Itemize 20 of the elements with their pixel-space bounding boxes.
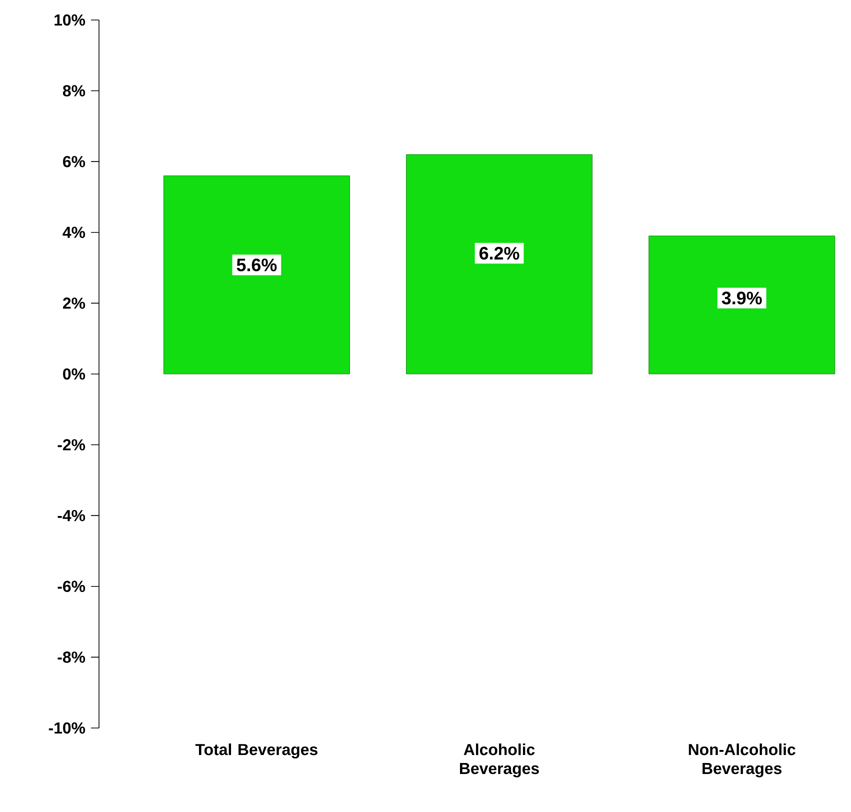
bar xyxy=(406,154,592,374)
y-tick-label: 6% xyxy=(63,156,86,168)
y-tick-label: 10% xyxy=(54,14,86,26)
data-label: 5.6% xyxy=(236,258,277,272)
y-tick-label: 2% xyxy=(62,298,86,309)
data-label: 3.9% xyxy=(722,292,762,304)
y-tick-label: -8% xyxy=(58,652,86,663)
y-tick-label: 4% xyxy=(62,226,86,238)
y-tick-label: -2% xyxy=(58,439,86,450)
y-tick-label: -6% xyxy=(58,580,86,592)
x-tick-label: Alcoholic Beverages xyxy=(460,744,539,778)
bar xyxy=(648,236,836,374)
x-tick-label: Non-Alcoholic Beverages xyxy=(688,744,796,778)
y-tick-label: -4% xyxy=(58,510,86,522)
y-tick-label: 8% xyxy=(62,85,86,96)
y-tick-label: 0% xyxy=(63,368,86,380)
data-label: 6.2% xyxy=(479,246,520,260)
x-tick-label: Total Beverages xyxy=(195,744,318,758)
bar xyxy=(163,176,350,374)
y-tick-label: -10% xyxy=(48,722,86,734)
